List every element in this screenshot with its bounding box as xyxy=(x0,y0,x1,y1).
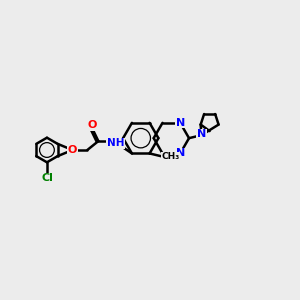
Text: N: N xyxy=(176,148,185,158)
Text: O: O xyxy=(88,120,97,130)
Text: NH: NH xyxy=(107,139,124,148)
Text: Cl: Cl xyxy=(41,173,53,183)
Text: O: O xyxy=(68,145,77,155)
Text: CH₃: CH₃ xyxy=(162,152,180,161)
Text: N: N xyxy=(176,118,185,128)
Text: N: N xyxy=(197,129,206,139)
